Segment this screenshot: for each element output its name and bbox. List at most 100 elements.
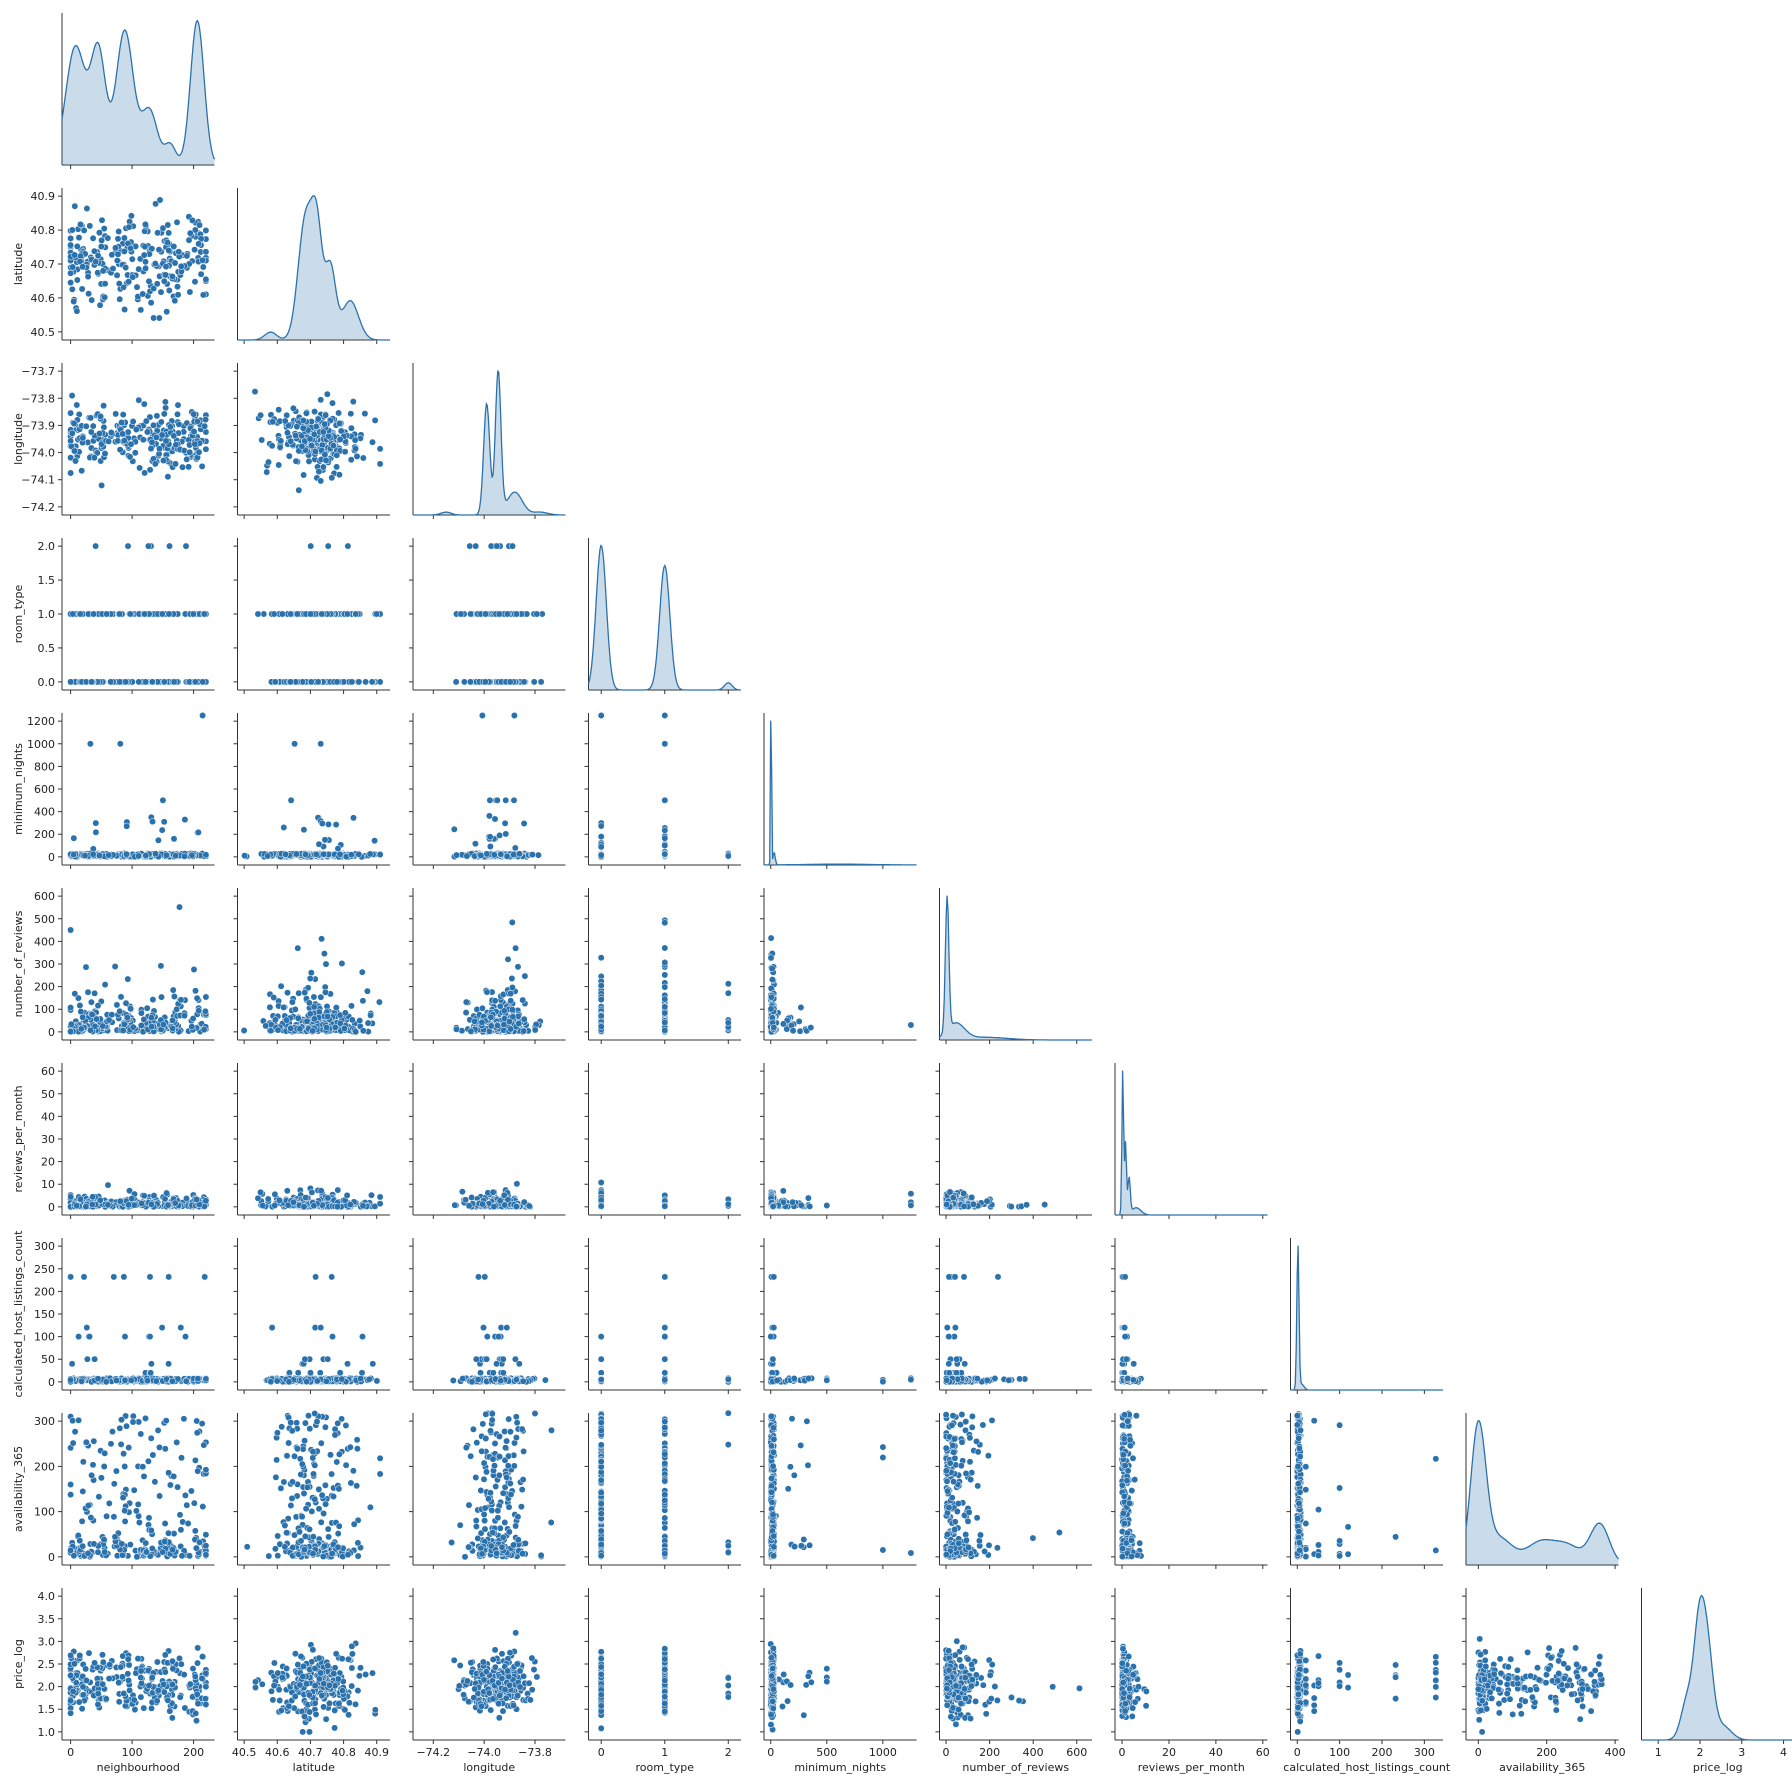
scatter-point [116,678,124,686]
scatter-point [371,416,379,424]
x-axis-label-minimum_nights: minimum_nights [794,1761,886,1774]
y-tick-label: 0.5 [38,642,56,655]
scatter-point [450,825,458,833]
scatter-point [141,610,148,618]
scatter-point [251,388,259,396]
scatter-point [767,954,775,962]
scatter-point [171,1199,179,1207]
scatter-point [349,398,357,406]
scatter-point [147,445,155,453]
scatter-point [92,258,100,266]
scatter-point [67,269,75,277]
scatter-point [129,273,137,281]
scatter-point [200,610,208,618]
scatter-point [73,307,81,315]
scatter-point [156,445,163,453]
scatter-point [515,850,523,858]
scatter-point [483,988,491,996]
scatter-point [266,1003,274,1011]
scatter-point [277,982,285,990]
scatter-point [661,826,669,834]
scatter-point [300,826,308,834]
scatter-point [471,1017,479,1025]
scatter-point [98,216,106,224]
scatter-point [116,610,123,618]
scatter-point [320,950,328,958]
scatter-point [186,448,194,456]
scatter-point [181,1012,188,1020]
scatter-point [142,852,150,859]
scatter-point [89,422,97,430]
scatter-point [88,678,96,686]
scatter-point [305,457,313,465]
scatter-point [257,1188,264,1196]
scatter-point [113,257,121,265]
scatter-point [460,678,468,686]
scatter-point [195,448,203,456]
scatter-point [257,411,265,419]
scatter-point [76,610,84,618]
scatter-point [493,542,501,550]
scatter-point [483,850,491,858]
scatter-point [519,996,527,1004]
scatter-point [68,285,76,293]
scatter-point [116,1197,124,1205]
scatter-point [507,997,515,1005]
scatter-point [67,1020,75,1028]
pair-panel-reviews_per_month-vs-latitude [233,1063,390,1219]
scatter-point [322,960,330,968]
scatter-point [77,220,84,228]
pair-panel-longitude-vs-latitude [233,363,390,519]
scatter-point [174,401,182,409]
scatter-point [100,402,108,410]
pair-panel-latitude-vs-latitude [237,188,390,344]
scatter-point [87,414,95,422]
scatter-point [487,542,495,550]
scatter-point [77,1195,84,1203]
y-tick-label: 2.0 [38,540,56,553]
scatter-point [295,989,303,997]
scatter-point [299,424,307,432]
scatter-point [90,610,98,618]
scatter-point [78,467,86,475]
scatter-point [359,1202,367,1210]
scatter-point [359,1027,367,1035]
scatter-point [361,410,369,418]
scatter-point [76,1002,84,1009]
scatter-point [140,400,148,408]
x-axis-label-neighbourhood: neighbourhood [97,1761,180,1774]
scatter-point [323,1024,331,1032]
scatter-point [107,678,115,686]
scatter-point [260,610,268,618]
scatter-point [104,1181,112,1189]
scatter-point [282,850,289,858]
scatter-point [67,1004,75,1012]
scatter-point [165,610,173,618]
y-tick-label: 10 [41,1178,55,1191]
scatter-point [283,411,291,419]
scatter-point [493,796,501,804]
scatter-point [368,1191,375,1199]
scatter-point [169,986,177,994]
scatter-point [597,833,605,841]
scatter-point [271,678,279,686]
pair-panel-room_type-vs-longitude [409,538,566,694]
pair-panel-neighbourhood-vs-neighbourhood [61,13,216,169]
scatter-point [597,822,605,830]
scatter-point [661,1003,669,1011]
scatter-point [332,821,340,829]
scatter-point [115,280,123,288]
scatter-point [172,460,179,468]
scatter-point [77,1025,85,1033]
scatter-point [324,542,332,550]
scatter-point [467,1027,475,1035]
scatter-point [287,610,295,618]
scatter-point [301,989,309,997]
scatter-point [175,248,183,256]
scatter-point [321,451,329,459]
scatter-point [100,423,108,431]
scatter-point [84,988,92,996]
scatter-point [154,836,162,844]
scatter-point [376,1193,384,1201]
